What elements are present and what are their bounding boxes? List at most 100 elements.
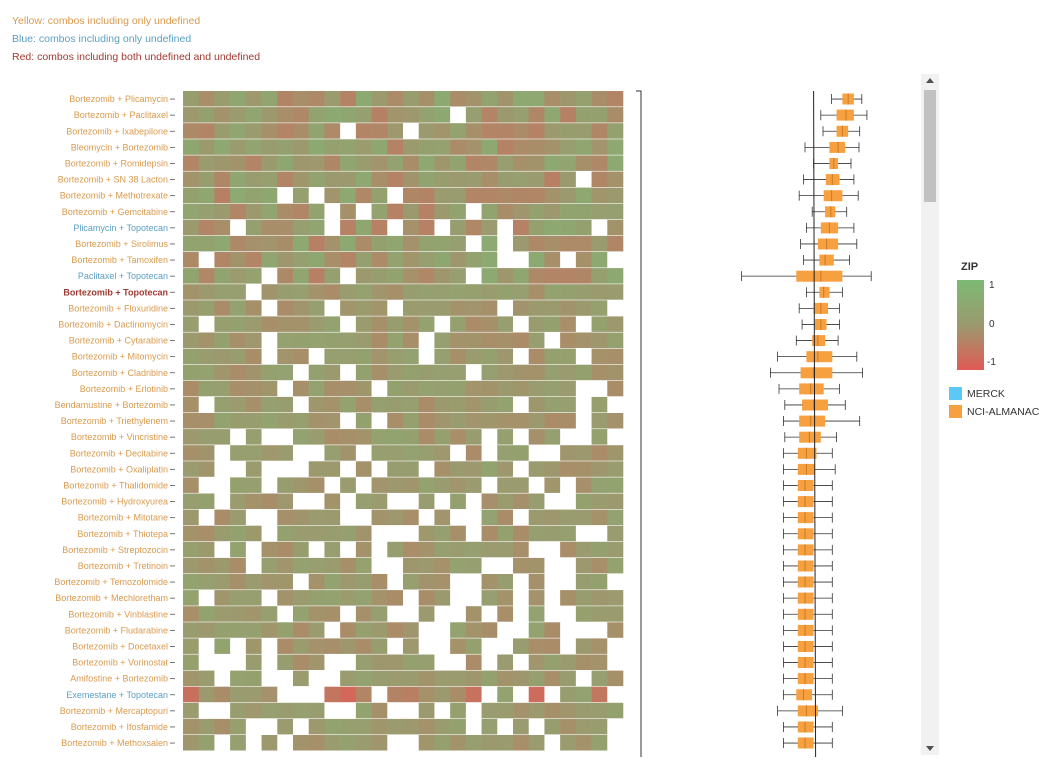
heatmap-cell[interactable] xyxy=(214,525,231,542)
heatmap-cell[interactable] xyxy=(214,203,231,220)
heatmap-cell[interactable] xyxy=(245,590,262,606)
heatmap-cell[interactable] xyxy=(591,606,608,622)
heatmap-cell[interactable] xyxy=(293,413,310,429)
heatmap-cell[interactable] xyxy=(277,235,294,252)
heatmap-cell[interactable] xyxy=(418,509,435,526)
heatmap-cell[interactable] xyxy=(591,187,608,204)
heatmap-cell[interactable] xyxy=(591,590,608,606)
heatmap-cell[interactable] xyxy=(214,219,231,236)
heatmap-cell[interactable] xyxy=(403,203,420,220)
heatmap-cell[interactable] xyxy=(575,493,592,510)
heatmap-cell[interactable] xyxy=(450,187,467,204)
heatmap-cell[interactable] xyxy=(403,590,420,606)
heatmap-cell[interactable] xyxy=(198,606,215,622)
heatmap-cell[interactable] xyxy=(418,413,435,429)
heatmap-cell[interactable] xyxy=(513,107,530,123)
box-iqr[interactable] xyxy=(823,190,843,202)
heatmap-cell[interactable] xyxy=(465,718,482,735)
heatmap-cell[interactable] xyxy=(450,396,467,413)
heatmap-cell[interactable] xyxy=(355,139,372,155)
heatmap-cell[interactable] xyxy=(434,235,451,252)
heatmap-cell[interactable] xyxy=(371,396,388,413)
row-label[interactable]: Bortezomib + Thiotepa xyxy=(77,529,168,539)
heatmap-cell[interactable] xyxy=(183,493,200,510)
heatmap-cell[interactable] xyxy=(293,445,310,461)
box-iqr[interactable] xyxy=(797,560,814,572)
heatmap-cell[interactable] xyxy=(198,654,215,671)
heatmap-cell[interactable] xyxy=(308,316,325,332)
heatmap-cell[interactable] xyxy=(198,718,215,735)
heatmap-cell[interactable] xyxy=(434,91,451,107)
heatmap-cell[interactable] xyxy=(324,364,341,381)
heatmap-cell[interactable] xyxy=(434,557,451,574)
heatmap-cell[interactable] xyxy=(214,284,231,300)
heatmap-cell[interactable] xyxy=(544,300,561,316)
heatmap-cell[interactable] xyxy=(591,429,608,445)
heatmap-cell[interactable] xyxy=(387,252,404,268)
heatmap-cell[interactable] xyxy=(261,702,278,719)
heatmap-cell[interactable] xyxy=(214,654,231,671)
heatmap-cell[interactable] xyxy=(434,525,451,542)
heatmap-cell[interactable] xyxy=(528,252,545,268)
heatmap-cell[interactable] xyxy=(261,429,278,445)
heatmap-cell[interactable] xyxy=(324,702,341,719)
heatmap-cell[interactable] xyxy=(418,493,435,510)
heatmap-cell[interactable] xyxy=(544,541,561,558)
heatmap-cell[interactable] xyxy=(465,574,482,590)
heatmap-cell[interactable] xyxy=(560,252,577,268)
heatmap-cell[interactable] xyxy=(450,429,467,445)
heatmap-cell[interactable] xyxy=(528,574,545,590)
heatmap-cell[interactable] xyxy=(528,91,545,107)
heatmap-cell[interactable] xyxy=(418,316,435,332)
heatmap-cell[interactable] xyxy=(450,525,467,542)
heatmap-cell[interactable] xyxy=(387,509,404,526)
heatmap-cell[interactable] xyxy=(245,493,262,510)
heatmap-cell[interactable] xyxy=(355,187,372,204)
heatmap-cell[interactable] xyxy=(528,477,545,493)
heatmap-cell[interactable] xyxy=(230,493,247,510)
heatmap-cell[interactable] xyxy=(293,380,310,397)
heatmap-cell[interactable] xyxy=(513,364,530,381)
heatmap-cell[interactable] xyxy=(544,493,561,510)
heatmap-cell[interactable] xyxy=(607,300,624,316)
heatmap-cell[interactable] xyxy=(245,429,262,445)
heatmap-cell[interactable] xyxy=(591,557,608,574)
heatmap-cell[interactable] xyxy=(183,654,200,671)
heatmap-cell[interactable] xyxy=(450,235,467,252)
heatmap-cell[interactable] xyxy=(261,413,278,429)
heatmap-cell[interactable] xyxy=(214,429,231,445)
heatmap-cell[interactable] xyxy=(214,107,231,123)
heatmap-cell[interactable] xyxy=(607,670,624,687)
heatmap-cell[interactable] xyxy=(513,622,530,638)
heatmap-cell[interactable] xyxy=(214,702,231,719)
heatmap-cell[interactable] xyxy=(450,445,467,461)
heatmap-cell[interactable] xyxy=(308,364,325,381)
heatmap-cell[interactable] xyxy=(591,574,608,590)
heatmap-cell[interactable] xyxy=(591,686,608,703)
heatmap-cell[interactable] xyxy=(591,477,608,493)
heatmap-cell[interactable] xyxy=(387,654,404,671)
heatmap-cell[interactable] xyxy=(450,493,467,510)
box-iqr[interactable] xyxy=(797,447,817,459)
heatmap-cell[interactable] xyxy=(214,509,231,526)
heatmap-cell[interactable] xyxy=(214,541,231,558)
heatmap-cell[interactable] xyxy=(481,91,498,107)
heatmap-cell[interactable] xyxy=(418,139,435,155)
heatmap-cell[interactable] xyxy=(371,654,388,671)
heatmap-cell[interactable] xyxy=(277,686,294,703)
heatmap-cell[interactable] xyxy=(214,380,231,397)
heatmap-cell[interactable] xyxy=(355,316,372,332)
heatmap-cell[interactable] xyxy=(591,268,608,284)
heatmap-cell[interactable] xyxy=(230,413,247,429)
heatmap-cell[interactable] xyxy=(355,332,372,349)
heatmap-cell[interactable] xyxy=(324,396,341,413)
heatmap-cell[interactable] xyxy=(355,171,372,188)
heatmap-cell[interactable] xyxy=(355,252,372,268)
box-iqr[interactable] xyxy=(797,705,818,717)
heatmap-cell[interactable] xyxy=(418,702,435,719)
heatmap-cell[interactable] xyxy=(355,364,372,381)
heatmap-cell[interactable] xyxy=(183,396,200,413)
heatmap-cell[interactable] xyxy=(513,702,530,719)
heatmap-cell[interactable] xyxy=(293,509,310,526)
heatmap-cell[interactable] xyxy=(513,541,530,558)
